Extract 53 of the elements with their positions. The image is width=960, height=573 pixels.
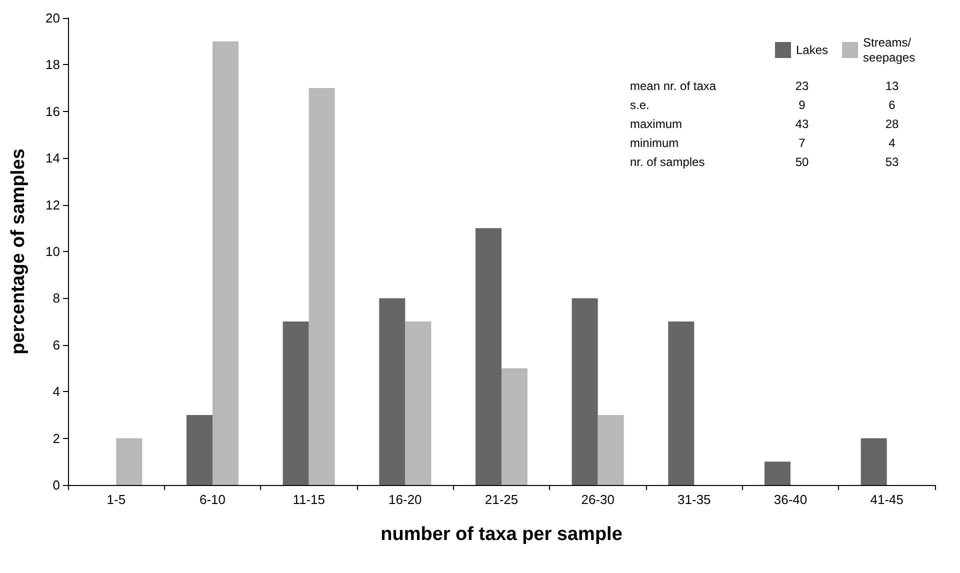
bar <box>116 438 142 485</box>
annotation: nr. of samples <box>630 155 705 169</box>
x-tick-label: 36-40 <box>774 492 808 507</box>
annotation: 53 <box>884 155 900 169</box>
x-tick-label: 21-25 <box>484 492 518 507</box>
bar <box>502 368 528 485</box>
annotation: 4 <box>888 136 896 150</box>
bar <box>282 322 309 485</box>
annotation: 28 <box>884 117 900 131</box>
y-axis-title: percentage of samples <box>8 148 29 354</box>
y-tick-label: 18 <box>46 57 60 72</box>
bar <box>476 228 502 485</box>
y-tick-label: 14 <box>46 150 60 166</box>
bar <box>764 462 790 485</box>
y-tick-label: 20 <box>46 10 60 26</box>
bar <box>572 298 598 485</box>
x-tick-label: 26-30 <box>581 492 614 507</box>
annotation: 43 <box>794 117 810 131</box>
annotation: minimum <box>630 136 679 150</box>
y-tick-label: 2 <box>52 430 60 446</box>
legend-label: Lakes <box>796 43 828 57</box>
bar <box>668 322 694 485</box>
y-tick-label: 12 <box>46 197 60 212</box>
y-tick-label: 6 <box>52 337 60 352</box>
annotation: 50 <box>794 155 810 169</box>
y-tick-label: 10 <box>46 244 60 259</box>
annotation: 9 <box>798 98 806 112</box>
bar <box>379 298 406 485</box>
x-tick-label: 1-5 <box>106 492 126 507</box>
annotation: mean nr. of taxa <box>630 79 716 93</box>
bar <box>212 41 238 485</box>
y-tick-label: 16 <box>46 104 60 119</box>
bar <box>186 414 212 485</box>
annotation: 6 <box>888 98 896 112</box>
annotation: 7 <box>798 136 806 150</box>
y-tick-label: 4 <box>52 384 60 400</box>
x-tick-label: 11-15 <box>292 492 325 507</box>
x-tick-label: 6-10 <box>199 492 226 507</box>
annotation: maximum <box>630 117 682 131</box>
x-tick-label: 31-35 <box>678 492 711 507</box>
bar <box>405 322 432 485</box>
legend-label: Streams/ seepages <box>863 36 916 64</box>
annotation: 23 <box>794 79 810 93</box>
x-tick-label: 41-45 <box>870 492 904 507</box>
y-tick-label: 8 <box>52 290 60 306</box>
annotation: s.e. <box>630 98 650 112</box>
bar <box>860 438 887 485</box>
bar <box>598 414 624 485</box>
y-tick-label: 0 <box>52 478 60 492</box>
x-tick-label: 16-20 <box>388 492 422 507</box>
x-axis-title: number of taxa per sample <box>380 524 622 545</box>
bar <box>308 88 335 485</box>
annotation: 13 <box>884 79 900 93</box>
